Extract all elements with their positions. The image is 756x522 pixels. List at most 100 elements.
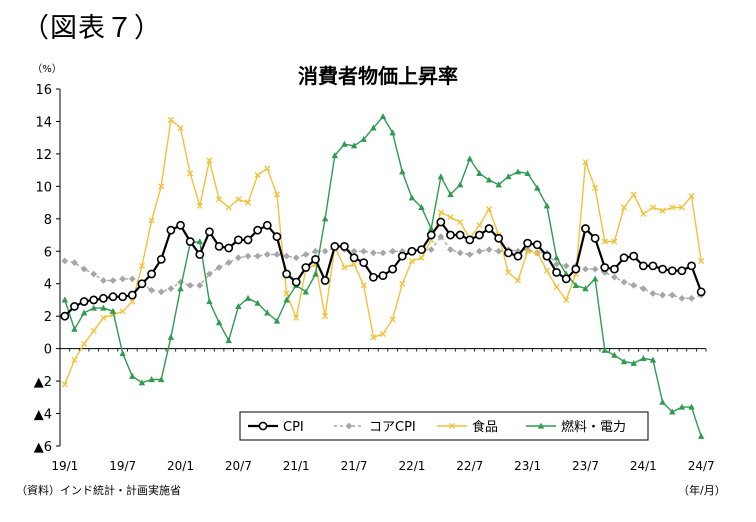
point-triangle xyxy=(611,351,618,358)
point-x xyxy=(360,282,367,289)
point-triangle xyxy=(537,422,545,429)
point-diamond xyxy=(61,257,69,265)
point-x xyxy=(100,314,107,321)
point-x xyxy=(640,210,647,218)
point-x xyxy=(129,298,136,305)
chart-title: 消費者物価上昇率 xyxy=(298,64,458,88)
point-circle xyxy=(475,230,484,240)
point-diamond xyxy=(350,247,358,255)
point-circle xyxy=(677,266,687,276)
point-triangle xyxy=(360,135,367,142)
point-circle xyxy=(561,274,571,284)
point-circle xyxy=(214,242,224,251)
point-circle xyxy=(272,232,282,242)
x-tick-label: 21/7 xyxy=(341,459,368,473)
point-circle xyxy=(253,225,263,235)
point-diamond xyxy=(254,252,262,260)
x-tick-label: 24/7 xyxy=(688,459,715,473)
point-x xyxy=(505,269,512,276)
point-circle xyxy=(147,269,156,279)
point-triangle xyxy=(514,168,522,175)
point-circle xyxy=(320,276,330,285)
point-triangle xyxy=(235,303,242,310)
point-triangle xyxy=(640,354,647,361)
point-x xyxy=(601,238,608,245)
point-diamond xyxy=(659,291,667,299)
point-triangle xyxy=(428,225,435,232)
point-triangle xyxy=(389,129,396,136)
point-circle xyxy=(127,290,137,300)
point-triangle xyxy=(119,350,126,357)
point-circle xyxy=(205,227,214,237)
point-x xyxy=(399,280,406,287)
point-diamond xyxy=(312,247,319,255)
point-circle xyxy=(552,267,561,277)
point-diamond xyxy=(456,249,464,257)
point-diamond xyxy=(620,278,628,286)
point-circle xyxy=(291,277,301,287)
point-circle xyxy=(532,240,542,250)
point-circle xyxy=(349,253,359,263)
point-circle xyxy=(60,311,70,321)
point-x xyxy=(196,202,203,209)
point-diamond xyxy=(292,254,300,262)
point-triangle xyxy=(225,337,232,344)
point-x xyxy=(563,296,570,304)
axes: 16 14 12 10 8 6 4 2 0 ▲2 ▲4 ▲6 19/1 19/7 20/1 20/7 21/1 2… xyxy=(34,83,715,473)
point-x xyxy=(351,261,358,268)
point-x xyxy=(119,308,126,315)
point-triangle xyxy=(370,124,377,131)
point-x xyxy=(408,257,415,265)
point-circle xyxy=(98,293,108,303)
point-triangle xyxy=(437,173,445,180)
point-circle xyxy=(258,421,268,431)
point-x xyxy=(688,193,695,200)
point-circle xyxy=(484,224,494,233)
point-diamond xyxy=(302,251,310,258)
point-diamond xyxy=(196,281,204,289)
point-triangle xyxy=(399,168,406,175)
point-circle xyxy=(368,272,378,282)
point-x xyxy=(447,214,454,221)
point-circle xyxy=(378,271,388,281)
point-circle xyxy=(176,220,185,230)
point-diamond xyxy=(90,270,98,278)
point-circle xyxy=(426,230,436,240)
point-x xyxy=(293,314,300,321)
point-triangle xyxy=(273,317,281,324)
point-diamond xyxy=(688,294,695,302)
point-diamond xyxy=(427,246,435,254)
point-x xyxy=(457,219,464,226)
point-triangle xyxy=(485,176,493,183)
point-circle xyxy=(330,242,340,251)
point-diamond xyxy=(369,249,377,257)
point-x xyxy=(379,330,387,338)
source-note: （資料）インド統計・計画実施省 xyxy=(16,484,181,497)
point-circle xyxy=(108,292,118,302)
point-diamond xyxy=(447,246,454,254)
point-diamond xyxy=(234,254,242,262)
point-x xyxy=(341,264,348,271)
point-x xyxy=(659,207,666,214)
y-tick-label: 0 xyxy=(44,343,52,358)
x-tick-label: 24/1 xyxy=(630,459,657,473)
point-circle xyxy=(156,254,166,264)
point-circle xyxy=(465,235,475,245)
point-diamond xyxy=(591,265,599,273)
point-circle xyxy=(407,246,417,256)
figure-label: （図表７） xyxy=(22,13,162,44)
y-tick-label: 6 xyxy=(44,245,52,260)
point-triangle xyxy=(331,152,338,159)
point-circle xyxy=(610,264,619,274)
point-x xyxy=(244,199,252,206)
point-triangle xyxy=(80,309,88,316)
y-tick-label: 2 xyxy=(44,310,52,325)
point-triangle xyxy=(572,281,580,288)
point-circle xyxy=(648,261,658,271)
point-triangle xyxy=(341,140,348,147)
point-diamond xyxy=(99,277,107,284)
point-circle xyxy=(70,302,79,311)
point-x xyxy=(698,257,705,265)
point-x xyxy=(158,183,165,190)
point-circle xyxy=(619,253,629,263)
